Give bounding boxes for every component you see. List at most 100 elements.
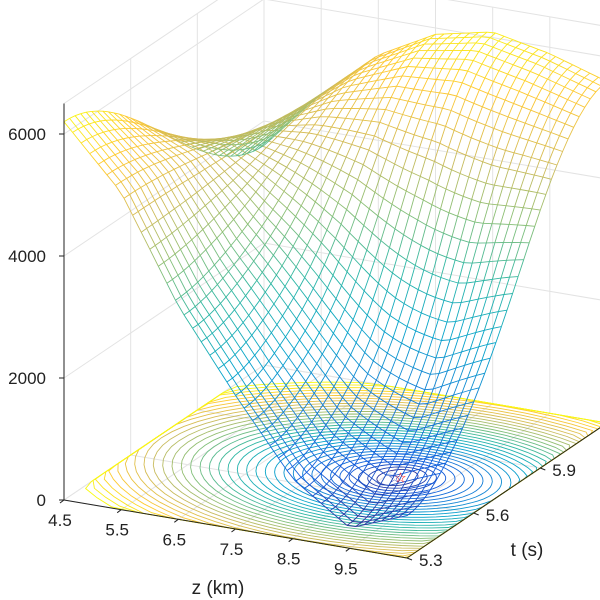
mesh-line	[302, 132, 310, 142]
mesh-line	[411, 239, 422, 246]
mesh-line	[451, 216, 459, 237]
mesh-line	[235, 195, 246, 207]
mesh-line	[431, 253, 439, 275]
mesh-line	[269, 184, 276, 193]
mesh-line	[444, 79, 454, 82]
mesh-line	[461, 70, 469, 83]
mesh-line	[393, 377, 400, 392]
mesh-line	[496, 131, 503, 148]
mesh-line	[262, 367, 273, 381]
mesh-line	[309, 266, 320, 278]
mesh-line	[430, 50, 437, 59]
mesh-line	[527, 59, 537, 65]
mesh-line	[168, 258, 179, 276]
mesh-line	[408, 214, 418, 221]
mesh-line	[235, 162, 245, 171]
mesh-line	[184, 160, 191, 165]
mesh-line	[403, 234, 413, 241]
mesh-line	[492, 326, 502, 329]
mesh-line	[381, 55, 391, 60]
mesh-line	[544, 66, 554, 72]
mesh-line	[220, 303, 230, 317]
mesh-line	[280, 166, 287, 177]
mesh-line	[459, 99, 466, 115]
y-axis-label: t (s)	[511, 540, 544, 561]
mesh-line	[268, 303, 275, 313]
mesh-line	[226, 335, 233, 342]
mesh-line	[344, 85, 352, 93]
mesh-line	[193, 209, 201, 216]
mesh-line	[297, 177, 305, 189]
mesh-line	[344, 309, 354, 320]
mesh-line	[224, 201, 231, 208]
mesh-line	[324, 91, 334, 97]
mesh-line	[370, 87, 380, 90]
mesh-line	[383, 492, 392, 496]
mesh-line	[499, 150, 506, 168]
mesh-line	[345, 108, 352, 119]
mesh-line	[443, 280, 450, 301]
x-tick-mark	[288, 538, 294, 543]
mesh-line	[225, 245, 232, 253]
mesh-line	[251, 380, 262, 394]
mesh-line	[442, 147, 449, 166]
mesh-line	[171, 189, 181, 206]
mesh-line	[89, 149, 96, 154]
mesh-line	[239, 302, 250, 316]
mesh-line	[240, 157, 251, 165]
mesh-line	[259, 299, 269, 313]
mesh-line	[329, 251, 339, 263]
mesh-line	[257, 163, 265, 171]
mesh-line	[371, 502, 379, 511]
mesh-line	[293, 114, 301, 121]
mesh-line	[581, 87, 588, 96]
mesh-line	[280, 137, 287, 145]
mesh-line	[130, 128, 141, 137]
mesh-line	[209, 354, 219, 369]
mesh-line	[311, 172, 319, 185]
mesh-line	[468, 117, 477, 123]
mesh-line	[194, 254, 201, 262]
mesh-line	[485, 223, 493, 244]
mesh-line	[264, 291, 275, 305]
mesh-line	[63, 121, 73, 133]
mesh-line	[272, 169, 282, 177]
mesh-line	[311, 459, 319, 467]
mesh-line	[438, 397, 446, 412]
mesh-line	[524, 71, 531, 81]
mesh-line	[538, 67, 545, 76]
mesh-line	[214, 309, 224, 323]
mesh-line	[162, 171, 169, 176]
mesh-line	[376, 139, 384, 155]
mesh-line	[225, 290, 232, 298]
mesh-line	[398, 320, 408, 327]
mesh-line	[463, 32, 471, 38]
mesh-line	[252, 148, 262, 154]
mesh-line	[466, 317, 474, 336]
mesh-line	[158, 262, 165, 267]
mesh-line	[167, 148, 177, 156]
mesh-line	[395, 358, 405, 364]
mesh-line	[285, 336, 295, 350]
mesh-line	[411, 468, 421, 472]
mesh-line	[316, 353, 323, 364]
mesh-line	[481, 63, 491, 68]
mesh-line	[453, 417, 460, 431]
mesh-line	[151, 177, 158, 182]
mesh-line	[388, 447, 398, 455]
mesh-line	[202, 276, 213, 291]
mesh-line	[406, 308, 414, 327]
mesh-line	[558, 86, 565, 96]
mesh-line	[199, 255, 210, 272]
mesh-line	[455, 364, 465, 369]
mesh-line	[362, 462, 370, 472]
mesh-line	[454, 173, 461, 193]
mesh-line	[539, 159, 549, 163]
mesh-line	[248, 307, 255, 316]
mesh-line	[176, 182, 183, 187]
mesh-line	[114, 154, 124, 166]
mesh-line	[223, 364, 233, 379]
mesh-line	[388, 482, 398, 486]
mesh-line	[355, 329, 363, 343]
mesh-line	[514, 189, 521, 207]
